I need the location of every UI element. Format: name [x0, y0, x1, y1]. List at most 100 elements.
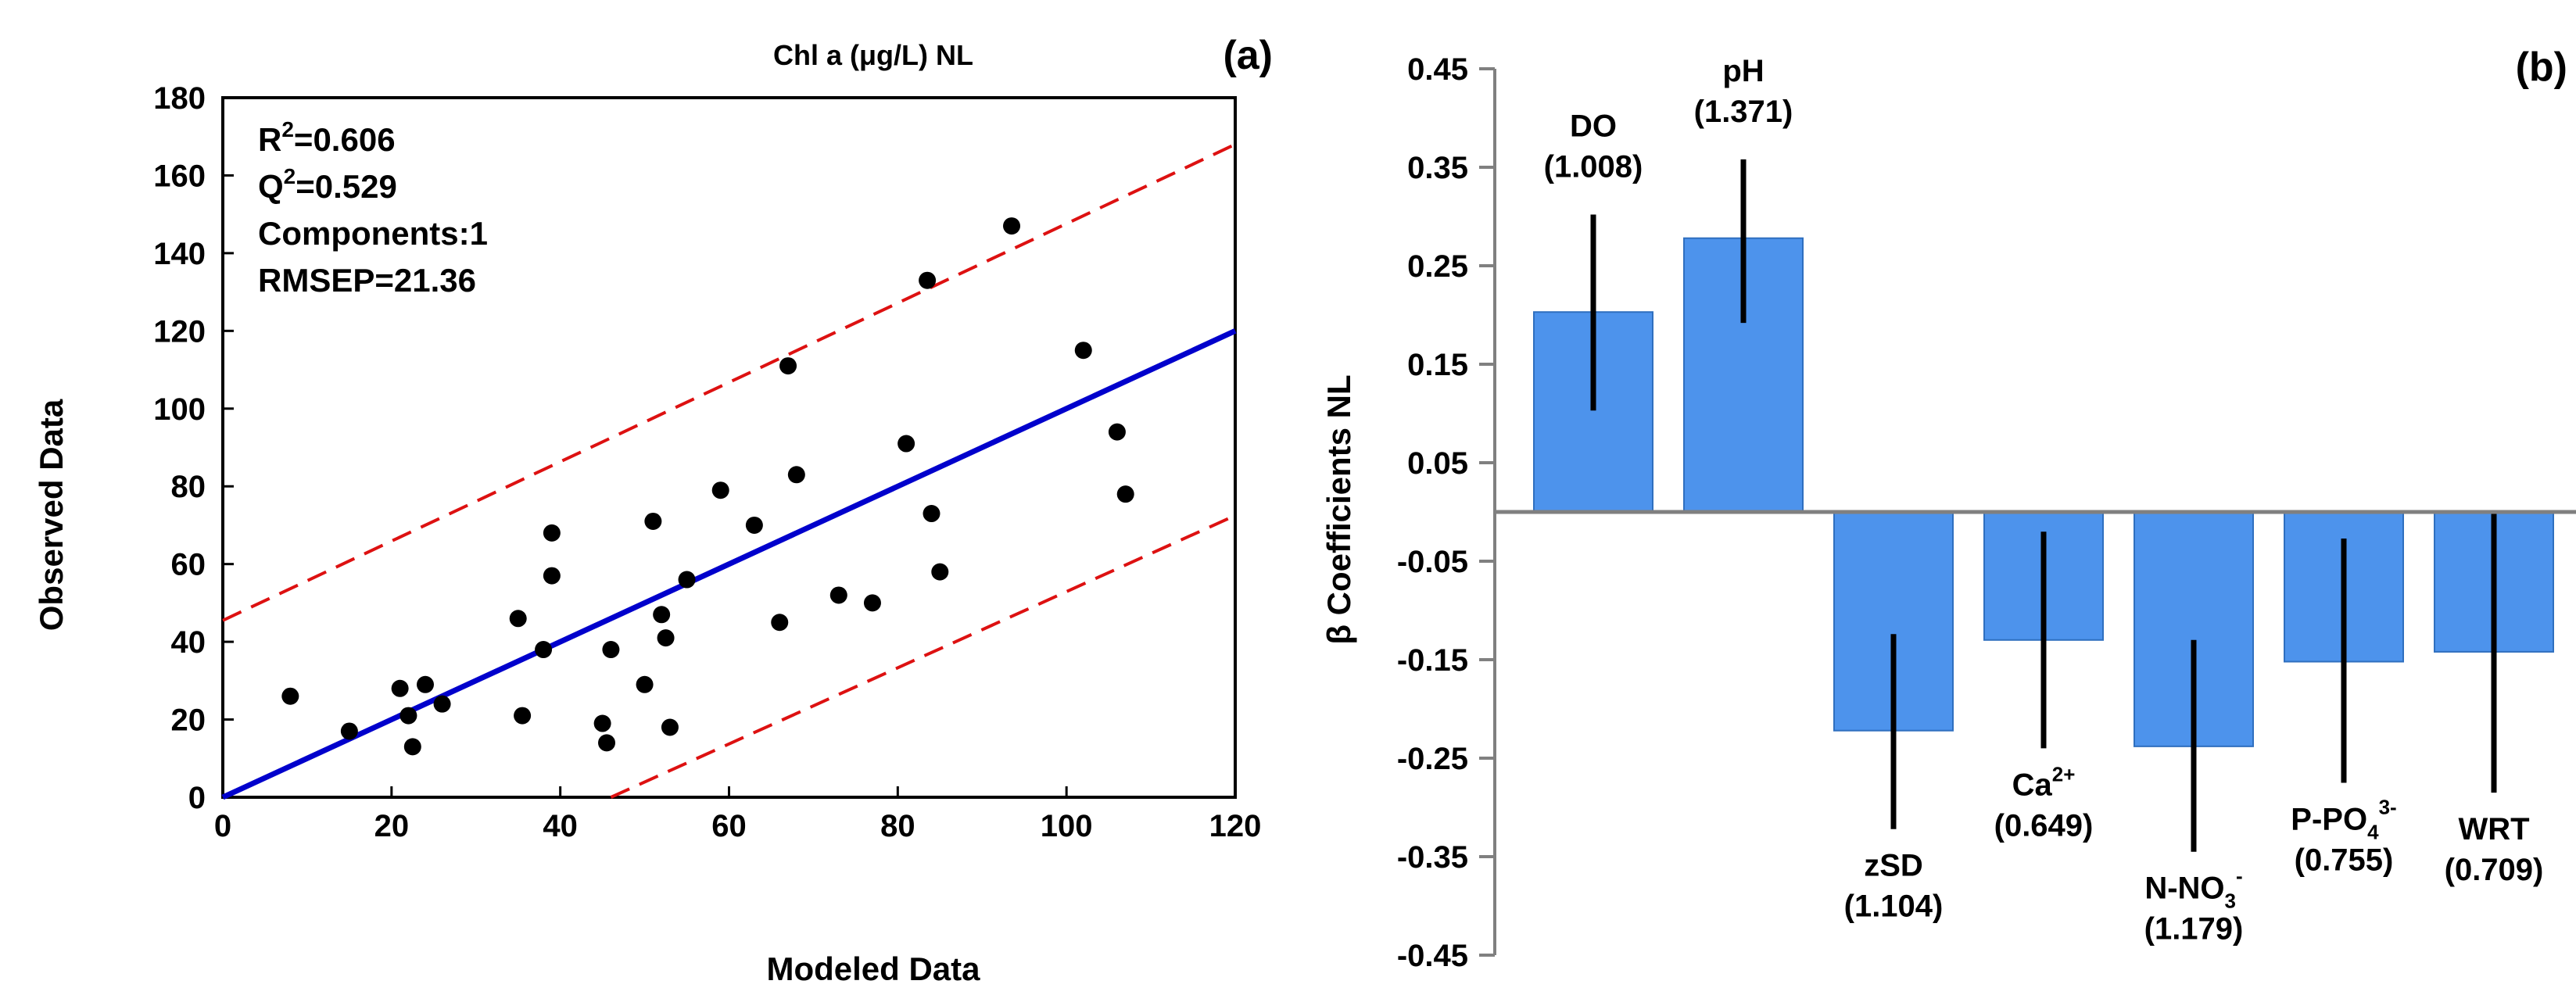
y-tick-label: 100 — [153, 392, 206, 427]
bar-labels-b: DO (1.008) pH (1.371) zSD (1.104) Ca2+ (0.649) N… — [1544, 54, 2544, 947]
data-point — [923, 505, 940, 523]
y-tick-label: -0.05 — [1397, 545, 1468, 579]
y-tick-label: 0.25 — [1407, 249, 1468, 284]
stat-sup: 2 — [284, 164, 296, 188]
x-tick-label: 0 — [214, 809, 231, 843]
data-point — [636, 675, 654, 693]
data-point — [779, 357, 797, 375]
x-tick-label: 60 — [711, 809, 747, 843]
bar-name-label: WRT — [2458, 812, 2529, 846]
data-point — [661, 718, 679, 736]
stat-base: RMSEP=21.36 — [258, 262, 476, 299]
fit-line — [221, 328, 1237, 800]
stat-base: Q — [258, 168, 284, 205]
data-point — [509, 610, 527, 628]
bar-vip-label: (1.179) — [2144, 912, 2244, 947]
stat-line: Components:1 — [258, 215, 488, 252]
prediction-bound-line — [610, 514, 1236, 799]
bar-name-label: Ca2+ — [2012, 762, 2076, 802]
y-tick-label: 60 — [171, 548, 206, 582]
data-point — [417, 675, 434, 693]
stat-base: R — [258, 121, 281, 158]
data-point — [745, 516, 763, 534]
y-tick-label: 0.05 — [1407, 446, 1468, 481]
stat-line: Q2=0.529 — [258, 164, 397, 205]
y-tick-label: 0.15 — [1407, 348, 1468, 382]
y-tick-label: 120 — [153, 314, 206, 349]
data-point — [391, 679, 409, 697]
data-point — [644, 512, 662, 530]
data-point — [543, 567, 561, 585]
chart-title-a: Chl a (μg/L) NL — [773, 39, 973, 71]
ticks-a: 0 20 40 60 80 100 120 0 20 40 60 80 100 120 140 160 180 — [153, 81, 1261, 843]
data-point — [281, 687, 299, 705]
data-point — [543, 524, 561, 542]
y-tick-label: 0.45 — [1407, 52, 1468, 87]
y-tick-label: 20 — [171, 703, 206, 738]
data-point — [653, 606, 671, 624]
bar-name-label: DO — [1570, 109, 1617, 143]
y-tick-label: -0.25 — [1397, 742, 1468, 776]
stat-sup: 2 — [281, 117, 294, 141]
data-point — [535, 641, 553, 659]
stat-rest: =0.529 — [296, 168, 397, 205]
data-point — [657, 629, 675, 647]
data-point — [771, 614, 789, 632]
data-point — [602, 641, 620, 659]
stat-rest: =0.606 — [294, 121, 396, 158]
stat-base: Components:1 — [258, 215, 488, 252]
scatter-panel: Chl a (μg/L) NL (a) Modeled Data Observe… — [33, 33, 1273, 987]
bar-vip-label: (0.649) — [1994, 808, 2094, 843]
data-point — [829, 586, 847, 604]
data-point — [433, 695, 451, 713]
data-point — [403, 738, 421, 756]
data-point — [1108, 423, 1126, 441]
bar-vip-label: (1.104) — [1844, 889, 1944, 924]
y-tick-label: -0.15 — [1397, 643, 1468, 678]
bar-name-label: pH — [1722, 54, 1764, 88]
data-point — [919, 271, 937, 289]
data-point — [1116, 485, 1134, 503]
y-tick-label: 0.35 — [1407, 151, 1468, 185]
data-point — [598, 734, 616, 752]
y-tick-label: 80 — [171, 470, 206, 504]
bar-panel: (b) β Coefficients NL 0.450.350.250.150.… — [1320, 45, 2576, 973]
x-axis-title-a: Modeled Data — [766, 950, 980, 987]
data-point — [399, 707, 417, 725]
x-tick-label: 80 — [880, 809, 915, 843]
bar-vip-label: (1.008) — [1544, 149, 1643, 184]
data-point — [897, 435, 915, 453]
data-point — [931, 563, 949, 581]
panel-label-b: (b) — [2516, 45, 2567, 90]
lines-a — [221, 142, 1237, 800]
bars-b — [1495, 159, 2576, 852]
y-tick-label: 140 — [153, 237, 206, 271]
points-a — [281, 217, 1134, 756]
bar-vip-label: (1.371) — [1694, 95, 1793, 129]
bar-name-label: P-PO43- — [2291, 796, 2396, 844]
data-point — [678, 571, 696, 589]
data-point — [711, 481, 729, 499]
ticks-b: 0.45 0.35 0.25 0.15 0.05 -0.05 -0.15 -0.25 -0.35… — [1397, 52, 1496, 973]
y-tick-label: 160 — [153, 159, 206, 193]
stat-line: RMSEP=21.36 — [258, 262, 476, 299]
data-point — [340, 722, 358, 740]
data-point — [514, 707, 532, 725]
x-tick-label: 40 — [543, 809, 578, 843]
y-axis-title-a: Observed Data — [33, 399, 70, 631]
y-tick-label: 40 — [171, 625, 206, 660]
bar-name-label: N-NO3- — [2144, 864, 2242, 913]
x-tick-label: 20 — [374, 809, 410, 843]
data-point — [1074, 342, 1092, 360]
y-tick-label: -0.35 — [1397, 840, 1468, 875]
x-tick-label: 120 — [1209, 809, 1262, 843]
bar-name-label: zSD — [1864, 849, 1923, 883]
data-point — [863, 594, 881, 612]
y-tick-label: 180 — [153, 81, 206, 116]
data-point — [787, 466, 805, 484]
data-point — [1003, 217, 1021, 235]
y-tick-label: 0 — [188, 781, 206, 815]
bar-vip-label: (0.755) — [2295, 843, 2394, 878]
